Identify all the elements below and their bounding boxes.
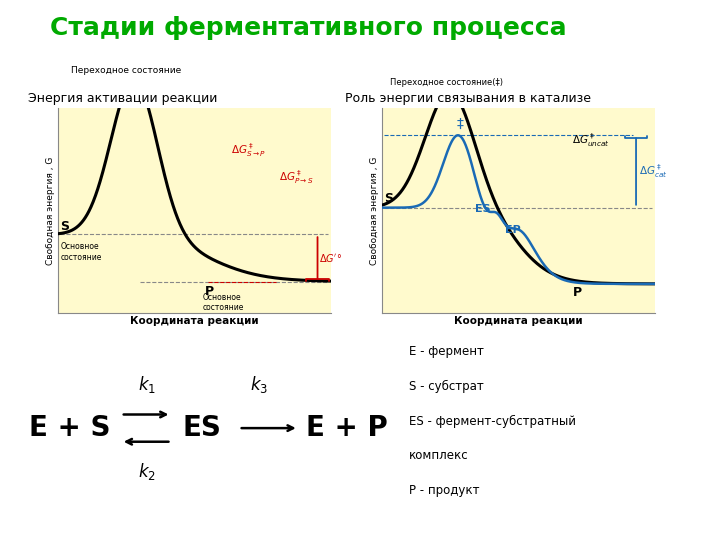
- Text: $\Delta G^\ddagger_{S \rightarrow P}$: $\Delta G^\ddagger_{S \rightarrow P}$: [231, 141, 266, 159]
- Text: P: P: [573, 286, 582, 299]
- Text: $\Delta G^\ddagger_{uncat}$: $\Delta G^\ddagger_{uncat}$: [572, 132, 610, 149]
- Text: S: S: [384, 192, 393, 205]
- Text: S: S: [60, 220, 69, 233]
- Text: E + P: E + P: [306, 414, 388, 442]
- Text: EP: EP: [505, 225, 521, 235]
- Text: E + S: E + S: [29, 414, 111, 442]
- Text: ES: ES: [474, 204, 490, 214]
- Text: комплекс: комплекс: [409, 449, 469, 462]
- Text: $k_3$: $k_3$: [251, 374, 269, 395]
- Text: S - субстрат: S - субстрат: [409, 380, 484, 393]
- X-axis label: Координата реакции: Координата реакции: [454, 316, 582, 326]
- Y-axis label: Свободная энергия , G: Свободная энергия , G: [370, 157, 379, 265]
- Text: Основное
состояние: Основное состояние: [60, 242, 102, 261]
- Text: Переходное состояние: Переходное состояние: [71, 66, 181, 75]
- Text: Энергия активации реакции: Энергия активации реакции: [27, 92, 217, 105]
- Text: Р - продукт: Р - продукт: [409, 484, 480, 497]
- Text: Стадии ферментативного процесса: Стадии ферментативного процесса: [50, 16, 567, 40]
- Text: ES: ES: [183, 414, 222, 442]
- Text: $\Delta G'°$: $\Delta G'°$: [319, 252, 342, 264]
- Text: Роль энергии связывания в катализе: Роль энергии связывания в катализе: [345, 92, 591, 105]
- Text: ES - фермент-субстратный: ES - фермент-субстратный: [409, 415, 576, 428]
- Text: $\Delta G^\ddagger_{P \rightarrow S}$: $\Delta G^\ddagger_{P \rightarrow S}$: [279, 168, 314, 186]
- Text: $\Delta G^\ddagger_{cat}$: $\Delta G^\ddagger_{cat}$: [639, 163, 667, 180]
- Text: Переходное состояние(‡): Переходное состояние(‡): [390, 78, 503, 87]
- Text: Е - фермент: Е - фермент: [409, 345, 484, 357]
- Text: ‡: ‡: [457, 117, 464, 131]
- Text: $k_1$: $k_1$: [138, 374, 156, 395]
- Text: Основное
состояние: Основное состояние: [202, 293, 244, 312]
- X-axis label: Координата реакции: Координата реакции: [130, 316, 258, 326]
- Y-axis label: Свободная энергия , G: Свободная энергия , G: [46, 157, 55, 265]
- Text: $k_2$: $k_2$: [138, 461, 156, 482]
- Text: P: P: [205, 285, 215, 298]
